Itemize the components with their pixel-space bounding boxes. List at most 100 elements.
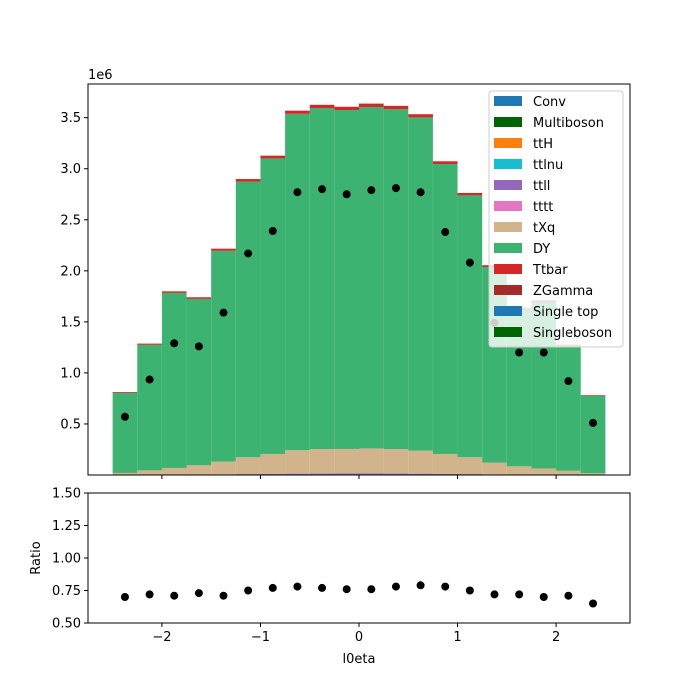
ratio-point	[367, 585, 376, 594]
bar	[309, 449, 335, 474]
bar	[383, 105, 409, 110]
y-tick-label: 0.5	[60, 417, 81, 432]
x-tick-label: 0	[355, 630, 363, 645]
bar	[359, 103, 384, 107]
bar	[260, 155, 286, 159]
legend-swatch	[494, 306, 522, 316]
bar	[285, 450, 310, 474]
bar	[285, 473, 310, 475]
legend-label: ttlnu	[533, 158, 563, 173]
ratio-point	[564, 591, 573, 600]
ratio-plot: −2 −1 0 1 2 0.50 0.75 1.00 1.25 1.50 l0eta Ratio	[29, 487, 631, 667]
legend-swatch	[494, 285, 522, 295]
bar	[186, 298, 212, 466]
bar	[556, 470, 581, 475]
bar	[285, 113, 310, 451]
bar	[309, 473, 335, 475]
bar	[457, 195, 483, 458]
data-point	[268, 227, 277, 236]
ratio-point	[342, 585, 351, 594]
data-point	[194, 342, 203, 351]
legend-label: Singleboson	[533, 326, 612, 341]
bar	[161, 467, 187, 475]
bar	[161, 292, 187, 468]
bar	[580, 395, 606, 396]
bar	[432, 164, 458, 454]
x-tick-label: 2	[552, 630, 560, 645]
x-axis-label: l0eta	[343, 652, 376, 667]
bar	[334, 110, 359, 449]
legend-swatch	[494, 201, 522, 211]
data-point	[391, 184, 400, 193]
data-point	[170, 339, 179, 348]
ratio-point	[170, 591, 179, 600]
legend-label: ZGamma	[533, 284, 593, 299]
legend-label: Conv	[533, 95, 566, 110]
data-point	[293, 188, 302, 197]
ratio-points	[120, 581, 598, 608]
x-tick-label: 1	[453, 630, 461, 645]
data-point	[589, 418, 598, 427]
ratio-point	[244, 586, 253, 595]
bar	[112, 392, 138, 393]
bar	[531, 468, 557, 475]
bar	[260, 453, 286, 474]
bar	[334, 448, 359, 474]
legend: Conv Multiboson ttH ttlnu ttll tttt tXq DY Ttbar…	[488, 90, 624, 348]
data-point	[441, 228, 450, 237]
ratio-point	[268, 583, 277, 592]
bar	[556, 345, 581, 471]
legend-swatch	[494, 327, 522, 337]
bar	[359, 448, 384, 474]
legend-label: Multiboson	[533, 116, 604, 131]
y-tick-label: 0.50	[52, 617, 81, 632]
data-point	[416, 188, 425, 197]
ratio-y-ticks: 0.50 0.75 1.00 1.25 1.50	[52, 487, 88, 632]
bar	[580, 395, 606, 474]
ratio-point	[416, 581, 425, 590]
bar	[383, 109, 409, 450]
legend-label: ttll	[533, 179, 550, 194]
legend-swatch	[494, 180, 522, 190]
bar	[309, 104, 335, 109]
bar	[408, 473, 433, 475]
bar	[235, 457, 261, 475]
data-point	[367, 186, 376, 195]
bar	[359, 106, 384, 449]
ratio-point	[441, 582, 450, 591]
y-tick-label: 1.00	[52, 552, 81, 567]
data-point	[120, 412, 129, 421]
data-point	[564, 377, 573, 386]
legend-swatch	[494, 117, 522, 127]
x-tick-label: −2	[152, 630, 171, 645]
data-point	[219, 308, 228, 317]
ratio-point	[145, 590, 154, 599]
bar	[211, 461, 236, 475]
ratio-point	[120, 593, 129, 601]
x-tick-label: −1	[251, 630, 270, 645]
bar	[457, 457, 483, 475]
legend-label: tXq	[533, 221, 555, 236]
data-point	[465, 258, 474, 267]
ratio-point	[490, 590, 499, 599]
y-tick-label: 3.5	[60, 111, 81, 126]
main-y-ticks: 0.5 1.0 1.5 2.0 2.5 3.0 3.5	[60, 111, 88, 432]
bar	[260, 473, 286, 475]
ratio-point	[318, 583, 327, 592]
ratio-point	[539, 593, 548, 601]
y-tick-label: 1.50	[52, 487, 81, 502]
bar	[211, 248, 236, 251]
y-tick-label: 3.0	[60, 162, 81, 177]
series-txq	[112, 448, 606, 475]
bar	[432, 473, 458, 475]
bar	[383, 473, 409, 475]
legend-label: Single top	[533, 305, 598, 320]
y-tick-label: 1.5	[60, 315, 81, 330]
data-point	[515, 348, 524, 357]
bar	[186, 297, 212, 299]
bar	[285, 110, 310, 114]
legend-label: Ttbar	[532, 263, 568, 278]
legend-swatch	[494, 264, 522, 274]
ratio-point	[465, 586, 474, 595]
